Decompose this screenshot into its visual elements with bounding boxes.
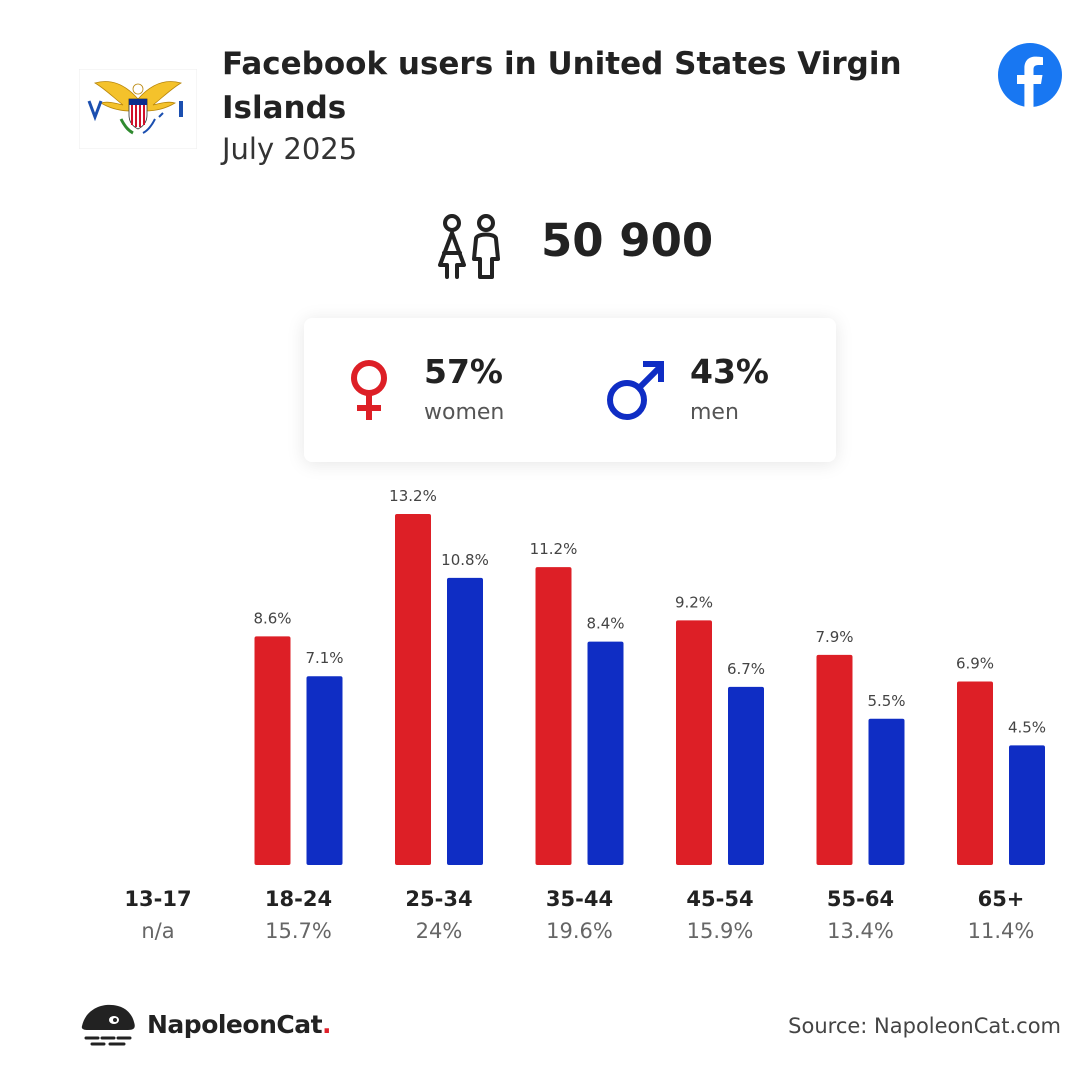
category-total-25-34: 24% xyxy=(416,919,463,943)
data-label-women-25-34: 13.2% xyxy=(389,487,437,505)
data-label-women-45-54: 9.2% xyxy=(675,593,713,611)
men-percent: 43% xyxy=(690,352,769,391)
data-label-men-55-64: 5.5% xyxy=(867,692,905,710)
chart-title: Facebook users in United States Virgin I… xyxy=(222,46,902,126)
category-label-13-17: 13-17 xyxy=(124,887,191,911)
bar-men-25-34 xyxy=(447,577,483,865)
data-label-men-25-34: 10.8% xyxy=(441,551,489,569)
bar-men-65+ xyxy=(1009,745,1045,865)
data-label-women-55-64: 7.9% xyxy=(815,628,853,646)
data-label-men-35-44: 8.4% xyxy=(586,615,624,633)
bar-men-55-64 xyxy=(868,718,905,865)
bar-women-18-24 xyxy=(254,636,291,865)
chart-subtitle: July 2025 xyxy=(222,132,358,166)
bar-men-45-54 xyxy=(728,686,764,865)
flag-icon xyxy=(79,69,197,149)
category-label-18-24: 18-24 xyxy=(265,887,332,911)
facebook-icon xyxy=(998,43,1062,108)
category-label-65+: 65+ xyxy=(978,887,1025,911)
data-label-women-65+: 6.9% xyxy=(956,655,994,673)
category-label-55-64: 55-64 xyxy=(827,887,894,911)
women-label: women xyxy=(424,400,505,425)
bar-men-18-24 xyxy=(306,676,343,865)
category-label-25-34: 25-34 xyxy=(405,887,472,911)
age-gender-bar-chart: 13-17 n/a 8.6% 7.1% 18-24 15.7% 13.2% 10.8% 25-3… xyxy=(124,487,1046,943)
female-icon xyxy=(351,360,387,420)
category-total-55-64: 13.4% xyxy=(827,919,894,943)
category-total-65+: 11.4% xyxy=(968,919,1035,943)
bar-women-25-34 xyxy=(395,514,431,865)
data-label-men-45-54: 6.7% xyxy=(727,660,765,678)
men-label: men xyxy=(690,400,739,425)
category-total-45-54: 15.9% xyxy=(687,919,754,943)
bar-women-65+ xyxy=(957,681,993,865)
bar-women-55-64 xyxy=(816,654,853,865)
data-label-men-18-24: 7.1% xyxy=(305,649,343,667)
brand-name: NapoleonCat. xyxy=(147,1010,332,1039)
bar-women-45-54 xyxy=(676,620,712,865)
bar-men-35-44 xyxy=(587,641,624,865)
data-label-women-18-24: 8.6% xyxy=(253,609,291,627)
total-users: 50 900 xyxy=(541,214,714,267)
category-total-18-24: 15.7% xyxy=(265,919,332,943)
people-icon xyxy=(438,214,500,279)
gender-card: 57% women 43% men xyxy=(304,318,836,462)
source-text: Source: NapoleonCat.com xyxy=(788,1014,1061,1038)
category-total-13-17: n/a xyxy=(141,919,174,943)
napoleoncat-logo-icon xyxy=(81,1004,135,1046)
data-label-men-65+: 4.5% xyxy=(1008,718,1046,736)
data-label-women-35-44: 11.2% xyxy=(530,540,578,558)
women-percent: 57% xyxy=(424,352,503,391)
category-label-45-54: 45-54 xyxy=(686,887,753,911)
male-icon xyxy=(607,361,664,420)
bar-women-35-44 xyxy=(535,567,572,865)
category-label-35-44: 35-44 xyxy=(546,887,613,911)
category-total-35-44: 19.6% xyxy=(546,919,613,943)
